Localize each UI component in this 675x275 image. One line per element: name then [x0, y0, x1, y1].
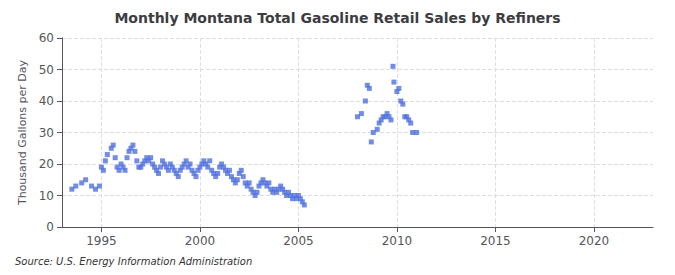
svg-text:2015: 2015	[480, 234, 511, 248]
svg-text:40: 40	[39, 94, 54, 108]
svg-text:30: 30	[39, 126, 54, 140]
svg-text:2005: 2005	[283, 234, 314, 248]
svg-text:10: 10	[39, 189, 54, 203]
svg-text:2010: 2010	[382, 234, 413, 248]
svg-text:0: 0	[46, 220, 54, 234]
svg-text:20: 20	[39, 157, 54, 171]
svg-text:60: 60	[39, 31, 54, 45]
svg-text:Thousand Gallons per Day: Thousand Gallons per Day	[16, 59, 29, 206]
svg-text:Monthly Montana Total Gasoline: Monthly Montana Total Gasoline Retail Sa…	[114, 10, 560, 26]
svg-text:2020: 2020	[579, 234, 610, 248]
svg-text:1995: 1995	[86, 234, 117, 248]
svg-text:50: 50	[39, 63, 54, 77]
svg-text:2000: 2000	[185, 234, 216, 248]
svg-text:Source: U.S. Energy Informatio: Source: U.S. Energy Information Administ…	[15, 256, 252, 267]
